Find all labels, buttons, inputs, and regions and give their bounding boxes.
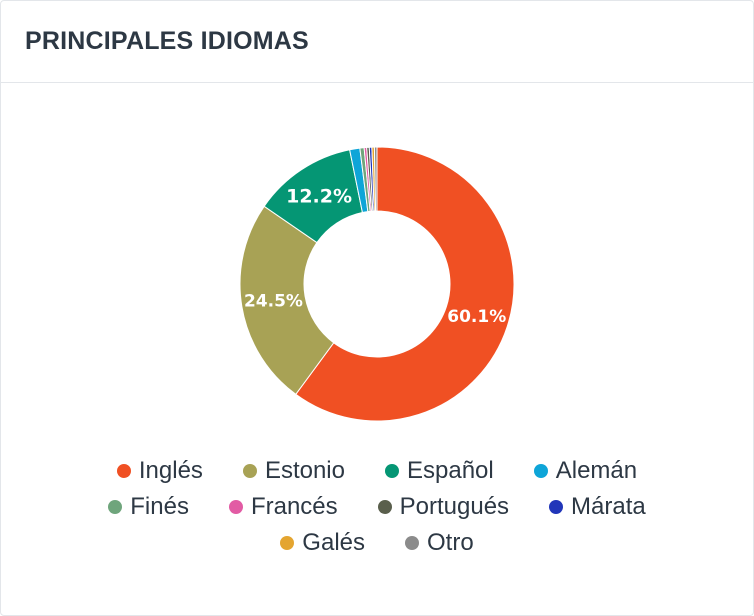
- legend-item-estonio[interactable]: Estonio: [242, 457, 345, 485]
- legend-dot-icon: [280, 536, 295, 550]
- legend-item-fines[interactable]: Finés: [108, 493, 189, 521]
- slice-label-ingles: 60.1%: [447, 307, 506, 327]
- legend-label: Galés: [302, 529, 365, 556]
- legend-dot-icon: [377, 500, 392, 514]
- legend-dot-icon: [116, 464, 131, 478]
- slice-estonio[interactable]: [239, 205, 335, 396]
- legend-item-espanol[interactable]: Español: [385, 457, 494, 485]
- legend-label: Márata: [571, 493, 646, 520]
- chart-legend: Inglés Estonio Español Alemán Finés Francés Po…: [1, 457, 753, 557]
- legend-item-gales[interactable]: Galés: [280, 529, 365, 557]
- donut-labels: 60.1% 24.5% 12.2%: [244, 185, 506, 326]
- legend-label: Portugués: [399, 493, 510, 520]
- legend-label: Inglés: [138, 457, 203, 484]
- legend-item-ingles[interactable]: Inglés: [116, 457, 203, 485]
- legend-label: Estonio: [264, 457, 345, 484]
- legend-dot-icon: [549, 500, 564, 514]
- legend-label: Español: [407, 457, 494, 484]
- slice-label-estonio: 24.5%: [244, 291, 303, 311]
- legend-item-frances[interactable]: Francés: [228, 493, 338, 521]
- legend-dot-icon: [385, 464, 399, 478]
- legend-label: Alemán: [555, 457, 638, 484]
- legend-item-marata[interactable]: Márata: [549, 493, 646, 521]
- donut-chart: 60.1% 24.5% 12.2%: [239, 146, 515, 422]
- card-header: PRINCIPALES IDIOMAS: [1, 1, 753, 83]
- legend-dot-icon: [405, 536, 419, 550]
- legend-label: Francés: [250, 493, 338, 520]
- legend-dot-icon: [108, 500, 123, 514]
- legend-label: Finés: [130, 493, 189, 520]
- legend-item-aleman[interactable]: Alemán: [533, 457, 638, 485]
- legend-dot-icon: [242, 464, 257, 478]
- card-title: PRINCIPALES IDIOMAS: [25, 27, 309, 55]
- slice-label-espanol: 12.2%: [286, 185, 352, 207]
- slice-ingles[interactable]: [295, 146, 515, 422]
- legend-item-portugues[interactable]: Portugués: [377, 493, 510, 521]
- legend-dot-icon: [533, 464, 548, 478]
- slice-otro[interactable]: [373, 146, 378, 212]
- legend-dot-icon: [228, 500, 243, 514]
- legend-item-otro[interactable]: Otro: [405, 529, 474, 557]
- legend-label: Otro: [427, 529, 474, 556]
- donut-slices: [239, 146, 515, 422]
